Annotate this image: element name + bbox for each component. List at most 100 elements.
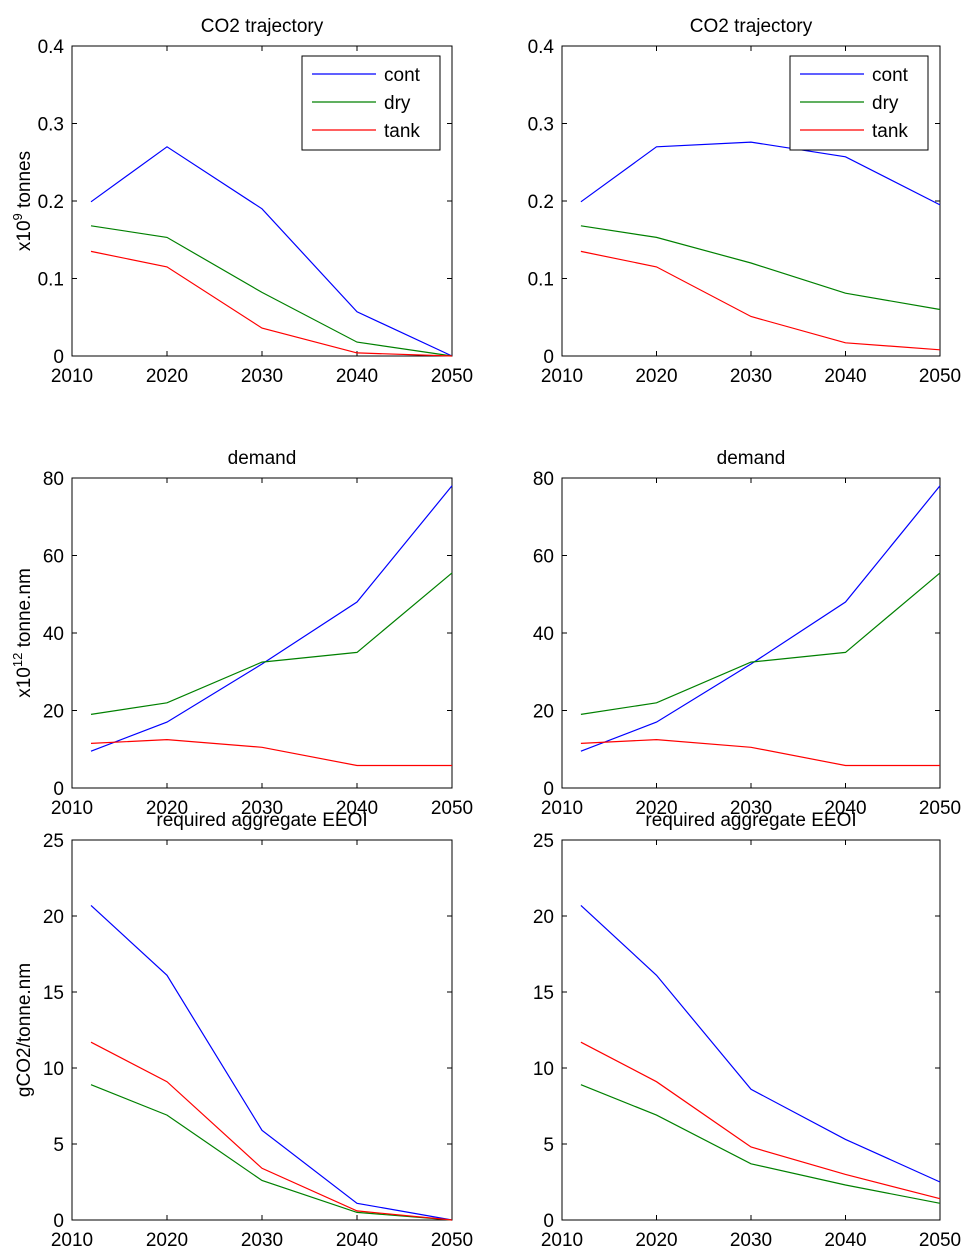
- legend-label: dry: [384, 93, 411, 114]
- x-tick-label: 2050: [431, 1230, 473, 1251]
- series-line-dry: [90, 225, 453, 357]
- x-tick-label: 2030: [241, 798, 283, 819]
- y-tick-label: 0.4: [528, 37, 555, 58]
- legend-label: tank: [872, 121, 908, 142]
- x-tick-label: 2040: [336, 366, 378, 387]
- x-tick-label: 2050: [919, 798, 961, 819]
- x-tick-label: 2020: [635, 798, 677, 819]
- x-tick-label: 2050: [431, 366, 473, 387]
- series-line-tank: [90, 250, 453, 357]
- series-line-series-2: [580, 572, 941, 715]
- x-tick-label: 2030: [730, 798, 772, 819]
- series-line-series-1: [580, 485, 941, 752]
- chart-title: CO2 trajectory: [201, 16, 324, 37]
- y-tick-label: 0.1: [528, 270, 554, 291]
- y-tick-label: 20: [533, 702, 554, 723]
- legend: cont dry tank: [789, 55, 929, 151]
- legend-label: cont: [384, 65, 421, 86]
- chart-panel-1: 2010 2020 2030 2040 2050 0 0.1 0.2 0.3 0.4 CO2 tra…: [10, 16, 473, 387]
- y-tick-label: 0.3: [38, 115, 64, 136]
- y-axis-label-exponent: 9: [10, 213, 25, 220]
- series-line-tank: [580, 250, 941, 351]
- y-tick-label: 5: [543, 1135, 554, 1156]
- y-tick-label: 5: [53, 1135, 64, 1156]
- chart-title: demand: [717, 448, 786, 469]
- y-tick-label: 20: [43, 702, 64, 723]
- y-axis-label-exponent: 12: [10, 653, 25, 667]
- y-tick-label: 80: [43, 469, 64, 490]
- x-tick-label: 2030: [730, 1230, 772, 1251]
- series-line-series-3: [580, 1041, 941, 1200]
- x-tick-label: 2020: [635, 366, 677, 387]
- x-tick-label: 2050: [919, 1230, 961, 1251]
- y-tick-label: 0: [53, 347, 64, 368]
- y-tick-label: 25: [43, 831, 64, 852]
- y-tick-label: 0.3: [528, 115, 554, 136]
- y-tick-label: 60: [43, 547, 64, 568]
- y-tick-label: 25: [533, 831, 554, 852]
- x-tick-label: 2010: [51, 366, 93, 387]
- x-tick-label: 2050: [919, 366, 961, 387]
- x-tick-label: 2040: [824, 366, 866, 387]
- legend-label: cont: [872, 65, 909, 86]
- series-line-cont: [90, 146, 453, 357]
- y-tick-label: 0: [543, 347, 554, 368]
- chart-panel-6: 2010 2020 2030 2040 2050 0 5 10 15 20 25 required a…: [533, 810, 961, 1251]
- series-line-dry: [580, 225, 941, 311]
- x-tick-label: 2020: [146, 798, 188, 819]
- y-tick-label: 0.1: [38, 270, 64, 291]
- y-tick-label: 40: [43, 624, 64, 645]
- y-tick-label: 0: [53, 779, 64, 800]
- legend-label: tank: [384, 121, 420, 142]
- y-tick-label: 80: [533, 469, 554, 490]
- series-line-series-3: [580, 738, 940, 767]
- x-tick-label: 2040: [336, 798, 378, 819]
- chart-title: CO2 trajectory: [690, 16, 813, 37]
- y-tick-label: 0: [53, 1211, 64, 1232]
- x-tick-label: 2010: [541, 366, 583, 387]
- x-tick-label: 2020: [146, 1230, 188, 1251]
- y-tick-label: 10: [533, 1059, 554, 1080]
- y-tick-label: 0.2: [38, 192, 64, 213]
- x-tick-label: 2010: [541, 798, 583, 819]
- chart-title: demand: [228, 448, 297, 469]
- series-line-cont: [580, 141, 941, 206]
- y-axis-label: gCO2/tonne.nm: [14, 963, 35, 1097]
- x-tick-label: 2030: [730, 366, 772, 387]
- series-line-series-2: [580, 1084, 941, 1204]
- series-line-series-2: [90, 572, 453, 715]
- x-tick-label: 2040: [824, 798, 866, 819]
- x-tick-label: 2010: [51, 798, 93, 819]
- y-tick-label: 20: [43, 907, 64, 928]
- y-tick-label: 40: [533, 624, 554, 645]
- chart-panel-3: 2010 2020 2030 2040 2050020406080demandx1012…: [10, 448, 473, 819]
- axes-box: [561, 839, 941, 1221]
- legend-label: dry: [872, 93, 899, 114]
- y-tick-label: 20: [533, 907, 554, 928]
- y-axis-label: x109 tonnes: [10, 151, 35, 251]
- series-line-series-2: [90, 1084, 453, 1221]
- legend-box: [301, 55, 441, 151]
- chart-title: required aggregate EEOI: [645, 810, 856, 831]
- series-line-series-1: [90, 904, 453, 1221]
- legend-box: [789, 55, 929, 151]
- x-tick-label: 2040: [336, 1230, 378, 1251]
- x-tick-label: 2020: [635, 1230, 677, 1251]
- y-tick-label: 0: [543, 1211, 554, 1232]
- x-tick-label: 2030: [241, 366, 283, 387]
- y-tick-label: 10: [43, 1059, 64, 1080]
- x-tick-label: 2010: [541, 1230, 583, 1251]
- series-line-series-3: [90, 738, 452, 767]
- y-tick-label: 0.4: [38, 37, 65, 58]
- axes-box: [71, 839, 453, 1221]
- series-line-series-3: [90, 1041, 453, 1221]
- legend: cont dry tank: [301, 55, 441, 151]
- x-tick-label: 2030: [241, 1230, 283, 1251]
- y-axis-label: x1012 tonne.nm: [10, 568, 35, 698]
- x-tick-label: 2050: [431, 798, 473, 819]
- chart-title: required aggregate EEOI: [156, 810, 367, 831]
- y-tick-label: 15: [533, 983, 554, 1004]
- x-tick-label: 2040: [824, 1230, 866, 1251]
